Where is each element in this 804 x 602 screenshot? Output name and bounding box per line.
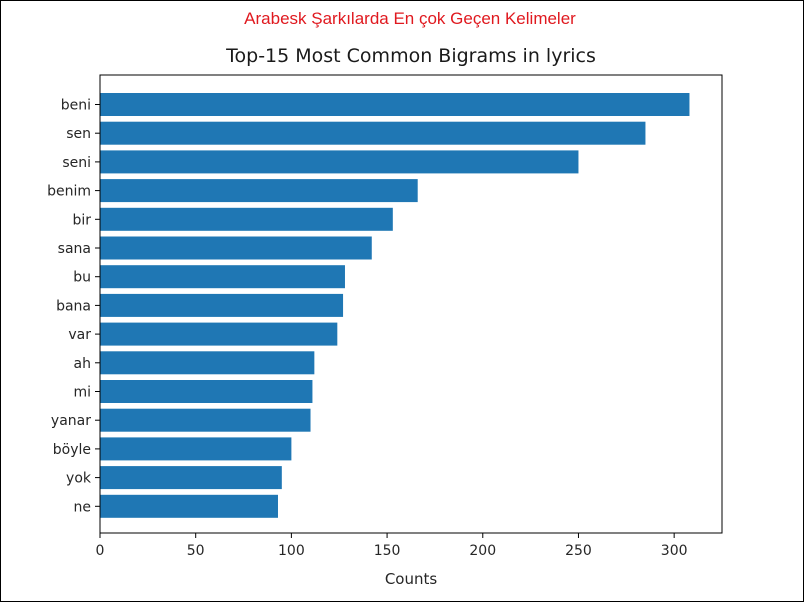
x-axis-ticks: 0 50 100 150 200 250 300 <box>96 533 688 559</box>
bar-böyle <box>100 437 292 461</box>
x-tick-label: 50 <box>187 543 205 559</box>
bars-group <box>100 93 690 518</box>
y-tick-label: ah <box>74 356 91 372</box>
plot-area-frame <box>99 74 723 534</box>
x-tick-label: 0 <box>96 543 105 559</box>
bar-seni <box>100 150 579 174</box>
bar-ne <box>100 494 278 518</box>
x-tick-label: 250 <box>565 543 592 559</box>
bar-yok <box>100 466 282 490</box>
bar-sen <box>100 121 646 145</box>
y-tick-label: yok <box>66 471 92 487</box>
bar-ah <box>100 351 315 375</box>
bar-sana <box>100 236 372 260</box>
bar-mi <box>100 380 313 403</box>
bar-yanar <box>100 408 311 432</box>
y-axis-ticks: beni sen seni benim bir sana bu bana var ah mi yana… <box>47 98 100 515</box>
y-tick-label: sana <box>58 241 91 257</box>
y-tick-label: mi <box>73 385 91 401</box>
bar-benim <box>100 179 418 203</box>
x-axis-title: Counts <box>385 570 438 588</box>
bar-bu <box>100 265 345 289</box>
y-tick-label: beni <box>61 98 91 114</box>
y-tick-label: seni <box>62 155 91 171</box>
x-tick-label: 200 <box>469 543 496 559</box>
x-tick-label: 300 <box>661 543 688 559</box>
page-banner: Arabesk Şarkılarda En çok Geçen Kelimele… <box>244 9 576 28</box>
y-tick-label: böyle <box>53 442 91 458</box>
y-tick-label: yanar <box>51 413 91 429</box>
y-tick-label: benim <box>47 184 91 200</box>
y-tick-label: bu <box>73 270 91 286</box>
x-tick-label: 100 <box>278 543 305 559</box>
bar-var <box>100 322 338 346</box>
chart-title: Top-15 Most Common Bigrams in lyrics <box>225 45 596 67</box>
bar-bana <box>100 293 344 317</box>
y-tick-label: bana <box>56 298 91 314</box>
bar-bir <box>100 207 393 231</box>
y-tick-label: var <box>68 327 91 343</box>
y-tick-label: sen <box>66 126 91 142</box>
y-tick-label: bir <box>72 212 91 228</box>
bar-beni <box>100 93 690 116</box>
y-tick-label: ne <box>74 499 92 515</box>
x-tick-label: 150 <box>374 543 401 559</box>
